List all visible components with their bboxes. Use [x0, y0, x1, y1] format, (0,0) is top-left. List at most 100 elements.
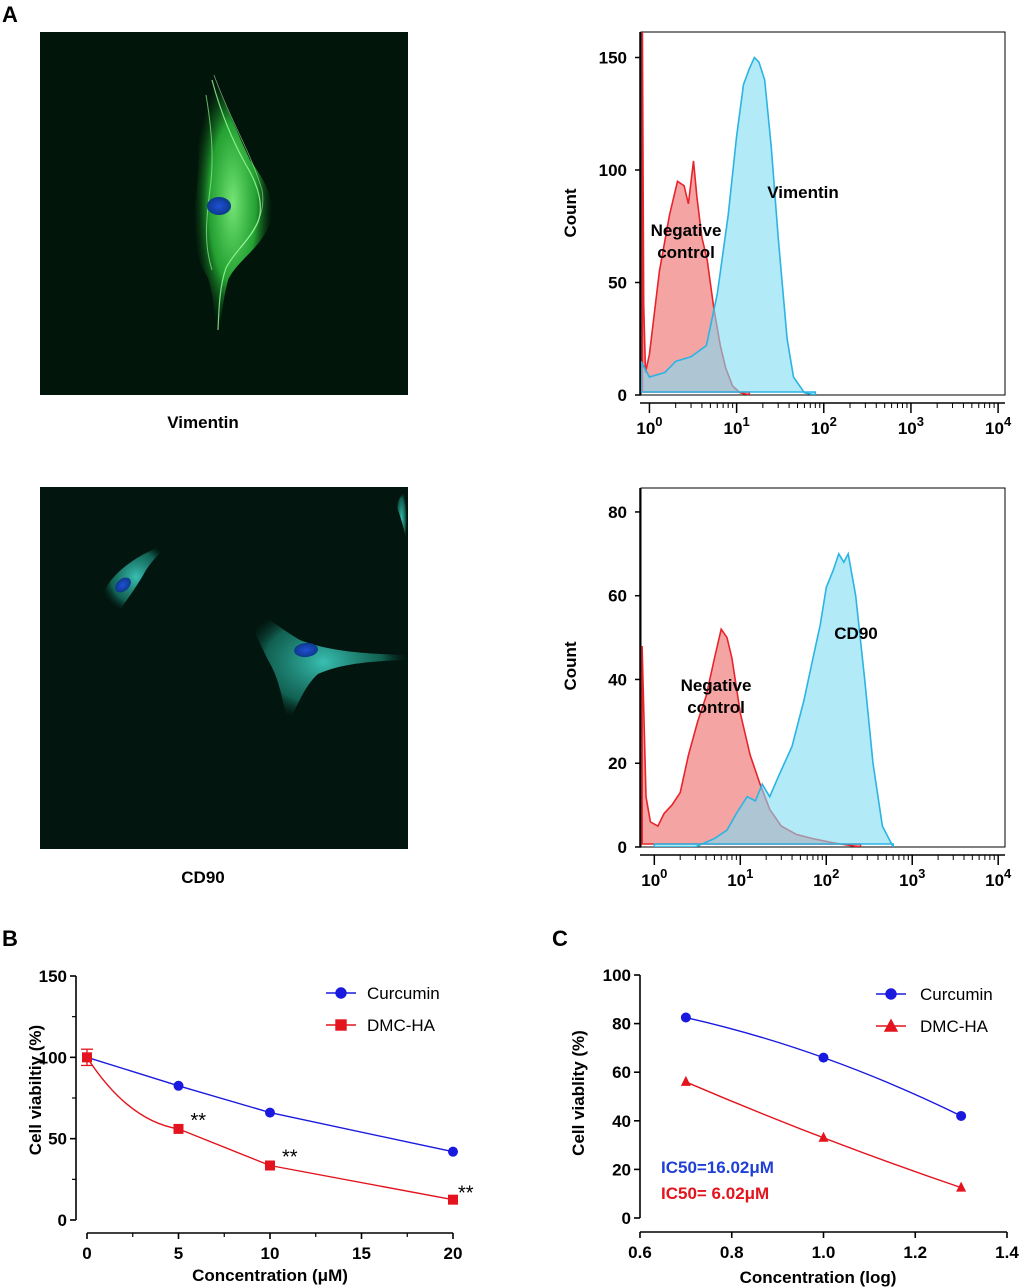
chart-b-ytick-label-2: 100: [39, 1048, 67, 1067]
vimentin-nucleus: [207, 197, 231, 215]
chart-c-point-curcumin-1: [818, 1052, 829, 1063]
chart-b-ylabel: Cell viabiltiy (%): [26, 1025, 45, 1155]
chart-b-line-dmcha: [86, 1056, 454, 1201]
hist-vimentin-negative-label-1: Negative: [651, 221, 722, 240]
hist-cd90-ytick-label-1: 20: [608, 754, 627, 773]
chart-c-ytick-label-2: 40: [612, 1112, 631, 1131]
chart-c-xtick-label-4: 1.4: [995, 1243, 1019, 1262]
chart-c-legend: Curcumin DMC-HA: [876, 985, 993, 1036]
hist-vimentin-ytick-label-0: 0: [618, 386, 627, 405]
cd90-cell-1: [100, 540, 172, 615]
cd90-nucleus-1: [115, 577, 131, 593]
chart-b-significance-1: **: [282, 1147, 298, 1169]
chart-c-xtick-label-3: 1.2: [903, 1243, 927, 1262]
cd90-nucleus-2: [294, 642, 318, 658]
legend-curcumin-marker: [335, 987, 347, 999]
hist-cd90-negative-label-2: control: [687, 698, 745, 717]
hist-vimentin-xtick-label-0: 100: [636, 414, 662, 438]
chart-b-ytick-label-3: 150: [39, 967, 67, 986]
chart-c-xtick-label-2: 1.0: [812, 1243, 836, 1262]
legend-dmc-marker: [335, 1019, 347, 1031]
hist-cd90-marker-area: [653, 551, 894, 847]
hist-vimentin-marker-label: Vimentin: [767, 183, 838, 202]
chart-b-xtick-label-1: 5: [174, 1244, 183, 1263]
hist-cd90-ylabel: Count: [561, 641, 580, 690]
chart-c-xtick-label-0: 0.6: [628, 1243, 652, 1262]
hist-vimentin-ytick-label-1: 50: [608, 274, 627, 293]
hist-cd90-ytick-label-0: 0: [618, 838, 627, 857]
hist-cd90-xtick-label-0: 100: [641, 866, 667, 890]
chart-c-point-dmcha-0: [680, 1075, 691, 1086]
ic50-dmc-ha: IC50= 6.02μM: [661, 1184, 769, 1203]
chart-c-ylabel: Cell viablity (%): [569, 1030, 588, 1156]
caption-cd90: CD90: [181, 868, 224, 887]
chart-b-xtick-label-2: 10: [261, 1244, 280, 1263]
chart-b-significance-0: **: [191, 1110, 207, 1132]
chart-b-point-dmcha-3: [448, 1194, 458, 1205]
chart-b-xlabel: Concentration (μM): [192, 1266, 348, 1285]
hist-cd90-ytick-label-4: 80: [608, 503, 627, 522]
legend-c-curcumin-marker: [885, 988, 897, 1000]
micrograph-cd90: [40, 487, 408, 849]
chart-c-ytick-label-4: 80: [612, 1015, 631, 1034]
cd90-cell-2: [240, 602, 407, 722]
legend-dmc-label: DMC-HA: [367, 1016, 436, 1035]
hist-vimentin-ylabel: Count: [561, 188, 580, 237]
chart-b-point-curcumin-2: [265, 1107, 275, 1118]
ic50-curcumin: IC50=16.02μM: [661, 1158, 774, 1177]
chart-c-point-dmcha-2: [956, 1181, 967, 1192]
chart-b-point-dmcha-1: [173, 1123, 184, 1134]
chart-b-point-dmcha-0: [82, 1052, 92, 1063]
viability-chart-log: 0 20 40 60 80 100 0.6 0.8 1.0 1.2 1.4 Cell viablit…: [569, 966, 1019, 1287]
chart-c-point-curcumin-2: [956, 1110, 967, 1121]
hist-vimentin-frame: [640, 31, 1006, 396]
chart-b-point-dmcha-2: [265, 1160, 275, 1171]
hist-vimentin-xtick-label-1: 101: [724, 414, 750, 438]
hist-cd90-marker-label: CD90: [834, 624, 877, 643]
hist-cd90-frame: [640, 487, 1006, 848]
hist-vimentin-xtick-label-3: 103: [898, 414, 924, 438]
chart-b-significance-2: **: [458, 1183, 474, 1205]
hist-cd90-xtick-label-1: 101: [727, 866, 753, 890]
chart-c-ytick-label-0: 0: [622, 1209, 631, 1228]
hist-vimentin-ytick-label-2: 100: [599, 161, 627, 180]
hist-vimentin-xtick-label-4: 104: [985, 414, 1012, 438]
hist-cd90-negative-label-1: Negative: [681, 676, 752, 695]
chart-c-ytick-label-1: 20: [612, 1160, 631, 1179]
chart-b-point-curcumin-3: [448, 1146, 458, 1157]
hist-vimentin-ytick-label-3: 150: [599, 49, 627, 68]
chart-b-ytick-label-0: 0: [58, 1211, 67, 1230]
chart-c-ytick-label-5: 100: [603, 966, 631, 985]
legend-c-dmc-marker: [883, 1018, 899, 1032]
legend-c-dmc-label: DMC-HA: [920, 1017, 989, 1036]
chart-b-line-curcumin: [86, 1056, 454, 1153]
chart-c-ytick-label-3: 60: [612, 1063, 631, 1082]
legend-c-curcumin-label: Curcumin: [920, 985, 993, 1004]
hist-cd90-ytick-label-3: 60: [608, 587, 627, 606]
chart-c-point-curcumin-0: [680, 1012, 691, 1023]
panel-label-a: A: [2, 2, 18, 27]
chart-b-xtick-label-3: 15: [352, 1244, 371, 1263]
chart-b-point-curcumin-1: [173, 1080, 184, 1091]
chart-b-xtick-label-0: 0: [82, 1244, 91, 1263]
hist-vimentin-marker-area: [641, 56, 817, 395]
hist-cd90-xtick-label-2: 102: [813, 866, 839, 890]
panel-label-b: B: [2, 926, 18, 951]
hist-cd90-xtick-label-3: 103: [899, 866, 925, 890]
legend-curcumin-label: Curcumin: [367, 984, 440, 1003]
hist-vimentin-xtick-label-2: 102: [811, 414, 837, 438]
hist-cd90-xtick-label-4: 104: [985, 866, 1012, 890]
panel-label-c: C: [552, 926, 568, 951]
chart-b-legend: Curcumin DMC-HA: [326, 984, 440, 1035]
micrograph-vimentin: [40, 32, 408, 395]
chart-c-xlabel: Concentration (log): [740, 1268, 897, 1287]
cd90-cell-3: [396, 490, 407, 548]
chart-b-ytick-label-1: 50: [48, 1130, 67, 1149]
chart-b-xtick-label-4: 20: [444, 1244, 463, 1263]
viability-chart-concentration: 0 50 100 150 0 5 10 15 20 ** ** ** Cell viabiltiy …: [26, 967, 474, 1285]
hist-vimentin-negative-label-2: control: [657, 243, 715, 262]
vimentin-cell: [193, 70, 272, 336]
